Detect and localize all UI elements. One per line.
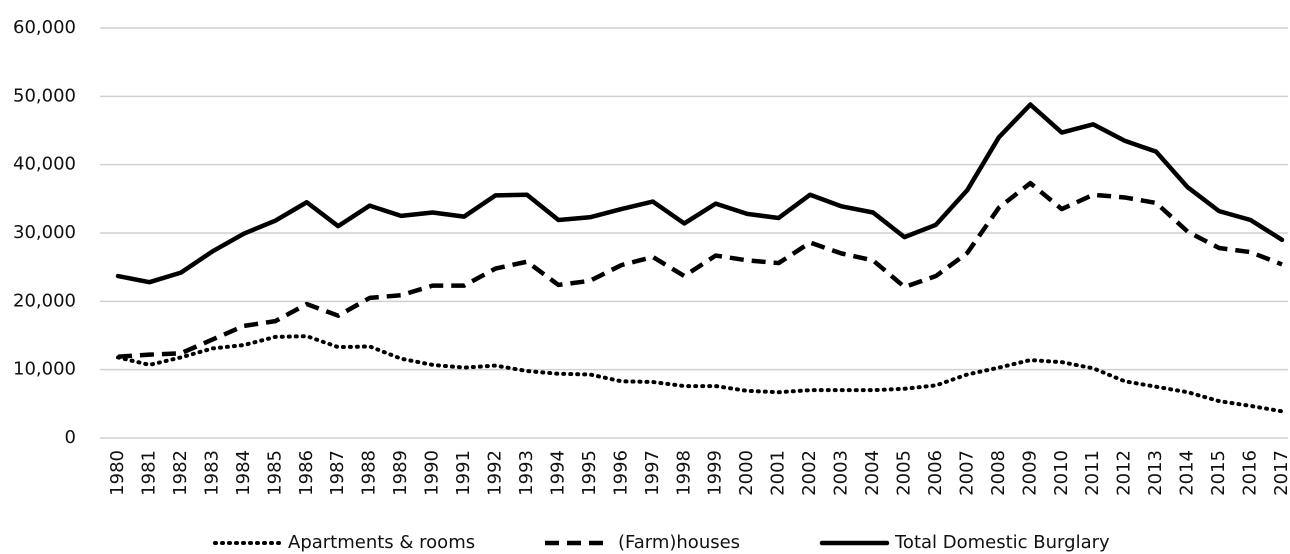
- x-tick-label: 2017: [1271, 450, 1290, 496]
- x-tick-label: 1988: [359, 450, 380, 496]
- x-tick-label: 2016: [1240, 450, 1261, 496]
- x-tick-label: 2000: [736, 450, 757, 496]
- x-tick-label: 2014: [1177, 450, 1198, 496]
- x-tick-label: 1980: [107, 450, 128, 496]
- data-line: [116, 334, 1284, 414]
- legend-label: (Farm)houses: [618, 532, 740, 553]
- x-tick-label: 1997: [642, 450, 663, 496]
- x-tick-label: 2001: [768, 450, 789, 496]
- y-tick-label: 60,000: [13, 17, 76, 38]
- y-tick-label: 40,000: [13, 154, 76, 175]
- x-tick-label: 1982: [170, 450, 191, 496]
- x-tick-label: 2005: [893, 450, 914, 496]
- x-tick-label: 2004: [862, 450, 883, 496]
- legend-label: Apartments & rooms: [288, 532, 475, 553]
- x-tick-label: 2003: [831, 450, 852, 496]
- x-tick-label: 2012: [1114, 450, 1135, 496]
- x-tick-label: 1996: [610, 450, 631, 496]
- x-tick-label: 2006: [925, 450, 946, 496]
- x-tick-label: 1986: [296, 450, 317, 496]
- x-tick-label: 1998: [673, 450, 694, 496]
- y-tick-label: 50,000: [13, 85, 76, 106]
- x-tick-label: 1990: [422, 450, 443, 496]
- x-tick-label: 1981: [138, 450, 159, 496]
- x-tick-label: 1992: [485, 450, 506, 496]
- x-tick-label: 1993: [516, 450, 537, 496]
- x-tick-label: 1984: [233, 450, 254, 496]
- data-line: [115, 102, 1285, 285]
- x-tick-label: 2013: [1145, 450, 1166, 496]
- y-tick-label: 0: [65, 427, 76, 448]
- x-tick-label: 2011: [1082, 450, 1103, 496]
- x-tick-label: 1994: [547, 450, 568, 496]
- x-tick-label: 1985: [264, 450, 285, 496]
- x-tick-label: 1999: [705, 450, 726, 496]
- x-tick-label: 1987: [327, 450, 348, 496]
- x-tick-label: 1989: [390, 450, 411, 496]
- x-tick-label: 2015: [1208, 450, 1229, 496]
- x-tick-label: 2007: [956, 450, 977, 496]
- data-line: [117, 180, 1283, 359]
- x-tick-label: 1995: [579, 450, 600, 496]
- y-tick-label: 20,000: [13, 290, 76, 311]
- y-tick-label: 30,000: [13, 222, 76, 243]
- x-tick-label: 2002: [799, 450, 820, 496]
- x-tick-label: 2008: [988, 450, 1009, 496]
- x-tick-label: 2010: [1051, 450, 1072, 496]
- x-tick-label: 1991: [453, 450, 474, 496]
- legend-label: Total Domestic Burglary: [894, 532, 1110, 553]
- x-tick-label: 2009: [1019, 450, 1040, 496]
- y-tick-label: 10,000: [13, 359, 76, 380]
- x-tick-label: 1983: [201, 450, 222, 496]
